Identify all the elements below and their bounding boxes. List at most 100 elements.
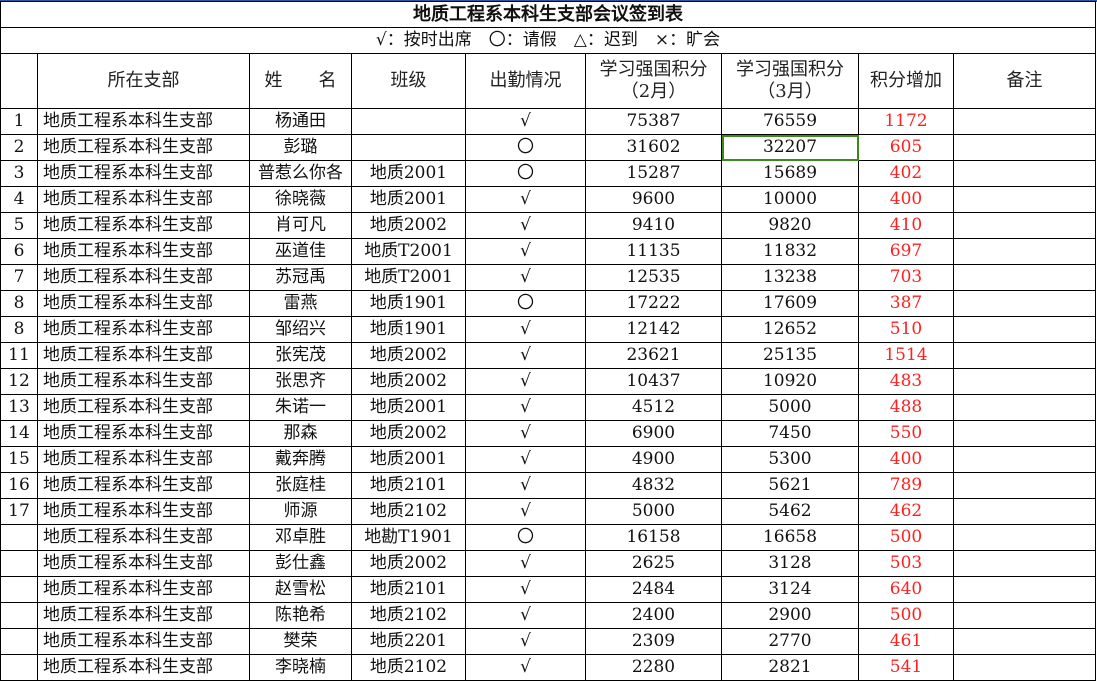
- cell-increase[interactable]: 402: [858, 160, 954, 187]
- cell-notes[interactable]: [952, 316, 1097, 343]
- cell-feb-points[interactable]: 17222: [585, 290, 722, 317]
- cell-mar-points[interactable]: 2770: [721, 628, 859, 655]
- cell-mar-points[interactable]: 32207: [721, 134, 859, 161]
- cell-mar-points[interactable]: 5000: [721, 394, 859, 421]
- cell-mar-points[interactable]: 15689: [721, 160, 859, 187]
- cell-branch[interactable]: 地质工程系本科生支部: [37, 186, 250, 213]
- cell-attendance[interactable]: √: [465, 368, 586, 395]
- cell-name[interactable]: 陈艳希: [249, 602, 352, 629]
- cell-increase[interactable]: 500: [858, 602, 954, 629]
- cell-increase[interactable]: 387: [858, 290, 954, 317]
- cell-index[interactable]: 11: [0, 342, 38, 369]
- cell-index[interactable]: 15: [0, 446, 38, 473]
- cell-class[interactable]: 地质2001: [351, 446, 466, 473]
- cell-feb-points[interactable]: 4512: [585, 394, 722, 421]
- cell-notes[interactable]: [952, 524, 1097, 551]
- cell-index[interactable]: [0, 576, 38, 603]
- cell-branch[interactable]: 地质工程系本科生支部: [37, 524, 250, 551]
- cell-class[interactable]: 地质2102: [351, 654, 466, 681]
- cell-index[interactable]: 16: [0, 472, 38, 499]
- cell-mar-points[interactable]: 7450: [721, 420, 859, 447]
- cell-branch[interactable]: 地质工程系本科生支部: [37, 654, 250, 681]
- cell-feb-points[interactable]: 2400: [585, 602, 722, 629]
- header-notes[interactable]: 备注: [952, 53, 1097, 109]
- cell-mar-points[interactable]: 76559: [721, 108, 859, 135]
- cell-mar-points[interactable]: 16658: [721, 524, 859, 551]
- cell-class[interactable]: 地质2001: [351, 160, 466, 187]
- cell-mar-points[interactable]: 5621: [721, 472, 859, 499]
- cell-notes[interactable]: [952, 550, 1097, 577]
- cell-index[interactable]: 2: [0, 134, 38, 161]
- cell-branch[interactable]: 地质工程系本科生支部: [37, 238, 250, 265]
- cell-branch[interactable]: 地质工程系本科生支部: [37, 264, 250, 291]
- cell-notes[interactable]: [952, 108, 1097, 135]
- cell-increase[interactable]: 789: [858, 472, 954, 499]
- cell-index[interactable]: 6: [0, 238, 38, 265]
- cell-index[interactable]: [0, 654, 38, 681]
- cell-name[interactable]: 邹绍兴: [249, 316, 352, 343]
- cell-increase[interactable]: 488: [858, 394, 954, 421]
- cell-class[interactable]: 地质1901: [351, 316, 466, 343]
- cell-class[interactable]: [351, 108, 466, 135]
- cell-name[interactable]: 赵雪松: [249, 576, 352, 603]
- cell-branch[interactable]: 地质工程系本科生支部: [37, 394, 250, 421]
- cell-class[interactable]: [351, 134, 466, 161]
- cell-class[interactable]: 地质2201: [351, 628, 466, 655]
- cell-feb-points[interactable]: 31602: [585, 134, 722, 161]
- cell-attendance[interactable]: 〇: [465, 290, 586, 317]
- cell-index[interactable]: 7: [0, 264, 38, 291]
- cell-branch[interactable]: 地质工程系本科生支部: [37, 368, 250, 395]
- cell-increase[interactable]: 1172: [858, 108, 954, 135]
- cell-notes[interactable]: [952, 654, 1097, 681]
- cell-index[interactable]: 5: [0, 212, 38, 239]
- cell-increase[interactable]: 400: [858, 186, 954, 213]
- cell-notes[interactable]: [952, 420, 1097, 447]
- cell-notes[interactable]: [952, 472, 1097, 499]
- cell-attendance[interactable]: √: [465, 654, 586, 681]
- cell-branch[interactable]: 地质工程系本科生支部: [37, 628, 250, 655]
- cell-notes[interactable]: [952, 368, 1097, 395]
- cell-feb-points[interactable]: 2625: [585, 550, 722, 577]
- cell-index[interactable]: 3: [0, 160, 38, 187]
- cell-branch[interactable]: 地质工程系本科生支部: [37, 550, 250, 577]
- cell-feb-points[interactable]: 12535: [585, 264, 722, 291]
- cell-notes[interactable]: [952, 134, 1097, 161]
- cell-feb-points[interactable]: 2280: [585, 654, 722, 681]
- cell-name[interactable]: 杨通田: [249, 108, 352, 135]
- cell-feb-points[interactable]: 5000: [585, 498, 722, 525]
- cell-branch[interactable]: 地质工程系本科生支部: [37, 108, 250, 135]
- cell-index[interactable]: [0, 602, 38, 629]
- cell-notes[interactable]: [952, 238, 1097, 265]
- cell-name[interactable]: 张思齐: [249, 368, 352, 395]
- cell-branch[interactable]: 地质工程系本科生支部: [37, 290, 250, 317]
- cell-name[interactable]: 张庭桂: [249, 472, 352, 499]
- cell-class[interactable]: 地质2002: [351, 342, 466, 369]
- cell-attendance[interactable]: √: [465, 420, 586, 447]
- cell-attendance[interactable]: √: [465, 576, 586, 603]
- cell-branch[interactable]: 地质工程系本科生支部: [37, 472, 250, 499]
- cell-mar-points[interactable]: 11832: [721, 238, 859, 265]
- cell-feb-points[interactable]: 2484: [585, 576, 722, 603]
- cell-mar-points[interactable]: 13238: [721, 264, 859, 291]
- cell-class[interactable]: 地质2002: [351, 368, 466, 395]
- cell-feb-points[interactable]: 6900: [585, 420, 722, 447]
- cell-attendance[interactable]: √: [465, 342, 586, 369]
- cell-increase[interactable]: 510: [858, 316, 954, 343]
- cell-name[interactable]: 徐晓薇: [249, 186, 352, 213]
- cell-mar-points[interactable]: 5300: [721, 446, 859, 473]
- cell-index[interactable]: 17: [0, 498, 38, 525]
- cell-attendance[interactable]: √: [465, 446, 586, 473]
- cell-increase[interactable]: 462: [858, 498, 954, 525]
- cell-attendance[interactable]: √: [465, 212, 586, 239]
- cell-increase[interactable]: 461: [858, 628, 954, 655]
- cell-feb-points[interactable]: 12142: [585, 316, 722, 343]
- cell-attendance[interactable]: √: [465, 394, 586, 421]
- cell-feb-points[interactable]: 4900: [585, 446, 722, 473]
- cell-branch[interactable]: 地质工程系本科生支部: [37, 498, 250, 525]
- header-attendance[interactable]: 出勤情况: [465, 53, 586, 109]
- header-mar-points[interactable]: 学习强国积分 （3月）: [721, 53, 859, 109]
- cell-class[interactable]: 地质2001: [351, 394, 466, 421]
- header-feb-points[interactable]: 学习强国积分 （2月）: [585, 53, 722, 109]
- cell-increase[interactable]: 550: [858, 420, 954, 447]
- cell-increase[interactable]: 503: [858, 550, 954, 577]
